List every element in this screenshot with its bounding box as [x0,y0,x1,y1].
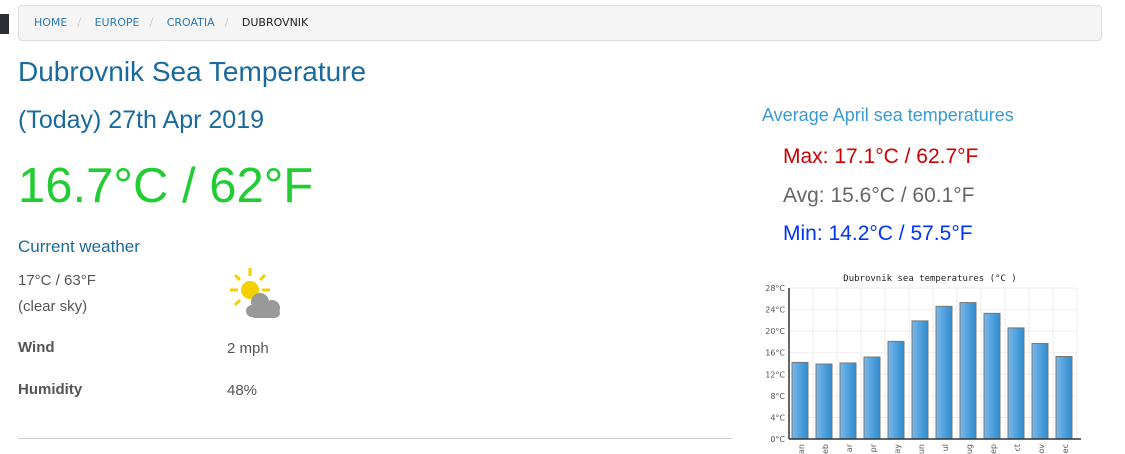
sun-cloud-icon [230,268,280,318]
bar-ul [935,305,953,440]
x-tick-label: ul [941,444,950,451]
humidity-label: Humidity [18,381,83,398]
date: (Today) 27th Apr 2019 [18,106,264,134]
x-tick-label: an [797,444,806,454]
chart-title: Dubrovnik sea temperatures (°C ) [843,274,1016,284]
breadcrumb: HOME / EUROPE / CROATIA / DUBROVNIK [18,5,1102,41]
bar-un [911,320,929,440]
separator: / [77,16,82,29]
y-tick-label: 4°C [770,413,785,422]
y-tick-label: 12°C [765,370,785,379]
page-title: Dubrovnik Sea Temperature [18,56,367,87]
averages-heading: Average April sea temperatures [762,105,1014,125]
x-tick-label: ug [965,444,974,454]
bar-ug [959,302,977,440]
x-tick-label: ov [1037,444,1046,454]
y-tick-label: 16°C [765,349,785,358]
current-weather-heading: Current weather [18,237,140,256]
sea-temperature-chart: Dubrovnik sea temperatures (°C ) 0°C 4°C 8°… [765,274,1081,454]
bar-ay [887,340,905,440]
wind-label: Wind [18,339,55,356]
x-tick-label: ec [1061,444,1070,453]
avg-temp: Avg: 15.6°C / 60.1°F [783,184,975,207]
condition: (clear sky) [18,298,88,315]
bar-ep [983,312,1001,440]
x-tick-label: ay [893,444,902,454]
bar-pr [863,356,881,440]
breadcrumb-current: DUBROVNIK [241,16,309,29]
bar-eb [815,363,833,440]
wind-value: 2 mph [227,340,269,357]
x-tick-label: ar [845,443,854,452]
y-tick-label: 0°C [770,435,785,444]
y-tick-label: 20°C [765,327,785,336]
humidity-value: 48% [227,382,258,399]
min-temp: Min: 14.2°C / 57.5°F [783,222,973,245]
bar-ct [1007,327,1025,440]
air-temp: 17°C / 63°F [18,272,96,289]
x-tick-label: eb [821,444,830,454]
bar-ec [1055,355,1073,440]
breadcrumb-croatia[interactable]: CROATIA [166,16,215,29]
y-tick-label: 28°C [765,284,785,293]
separator: / [224,16,229,29]
x-tick-label: un [917,444,926,454]
current-sea-temp: 16.7°C / 62°F [18,159,314,213]
x-tick-label: ep [989,444,998,454]
max-temp: Max: 17.1°C / 62.7°F [783,145,979,168]
separator: / [149,16,154,29]
side-tab[interactable] [0,14,9,34]
x-tick-label: pr [869,443,878,452]
breadcrumb-europe[interactable]: EUROPE [94,16,140,29]
bar-ov [1031,343,1049,440]
bar-an [791,361,809,440]
bar-ar [839,362,857,440]
divider [18,438,732,439]
y-tick-label: 24°C [765,306,785,315]
x-tick-label: ct [1013,444,1022,452]
y-tick-label: 8°C [770,392,785,401]
breadcrumb-home[interactable]: HOME [34,16,68,29]
